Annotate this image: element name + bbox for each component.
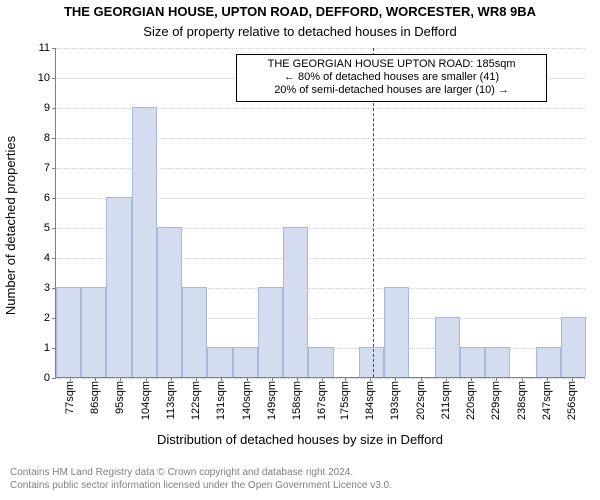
x-tick-label: 184sqm — [364, 381, 376, 420]
x-tick-label: 202sqm — [415, 381, 427, 420]
y-tick-label: 11 — [39, 42, 56, 54]
x-tick-label: 256sqm — [566, 381, 578, 420]
x-tick-label: 229sqm — [490, 381, 502, 420]
footer-line-1: Contains HM Land Registry data © Crown c… — [10, 466, 392, 479]
x-tick-label: 158sqm — [291, 381, 303, 420]
histogram-bar — [106, 197, 131, 377]
histogram-bar — [536, 347, 561, 377]
histogram-bar — [81, 287, 106, 377]
y-tick-label: 4 — [44, 252, 56, 264]
chart-subtitle: Size of property relative to detached ho… — [0, 24, 600, 39]
y-tick-label: 7 — [44, 162, 56, 174]
gridline — [56, 48, 585, 49]
histogram-bar — [157, 227, 182, 377]
y-tick-label: 8 — [44, 132, 56, 144]
x-tick-label: 104sqm — [140, 381, 152, 420]
gridline — [56, 378, 585, 379]
x-tick-label: 77sqm — [64, 381, 76, 414]
x-axis-label: Distribution of detached houses by size … — [0, 432, 600, 447]
x-tick-label: 193sqm — [389, 381, 401, 420]
x-tick-label: 131sqm — [215, 381, 227, 420]
chart-container: THE GEORGIAN HOUSE, UPTON ROAD, DEFFORD,… — [0, 0, 600, 500]
histogram-bar — [182, 287, 207, 377]
x-tick-label: 167sqm — [316, 381, 328, 420]
histogram-bar — [359, 347, 384, 377]
y-tick-label: 5 — [44, 222, 56, 234]
x-tick-label: 247sqm — [541, 381, 553, 420]
x-tick-label: 140sqm — [241, 381, 253, 420]
histogram-bar — [56, 287, 81, 377]
histogram-bar — [308, 347, 333, 377]
x-tick-label: 149sqm — [266, 381, 278, 420]
histogram-bar — [283, 227, 308, 377]
y-tick-label: 0 — [44, 372, 56, 384]
y-tick-label: 1 — [44, 342, 56, 354]
chart-title: THE GEORGIAN HOUSE, UPTON ROAD, DEFFORD,… — [0, 4, 600, 19]
x-tick-label: 220sqm — [465, 381, 477, 420]
y-tick-label: 2 — [44, 312, 56, 324]
x-tick-label: 113sqm — [165, 381, 177, 419]
histogram-bar — [485, 347, 510, 377]
footer-line-2: Contains public sector information licen… — [10, 479, 392, 492]
plot-area: 0123456789101177sqm86sqm95sqm104sqm113sq… — [55, 48, 585, 378]
x-tick-label: 122sqm — [190, 381, 202, 420]
y-axis-label: Number of detached properties — [2, 0, 20, 450]
histogram-bar — [207, 347, 232, 377]
histogram-bar — [233, 347, 258, 377]
footer-attribution: Contains HM Land Registry data © Crown c… — [10, 466, 392, 492]
histogram-bar — [258, 287, 283, 377]
x-tick-label: 86sqm — [89, 381, 101, 414]
x-tick-label: 238sqm — [516, 381, 528, 420]
histogram-bar — [460, 347, 485, 377]
histogram-bar — [435, 317, 460, 377]
y-tick-label: 9 — [44, 102, 56, 114]
x-tick-label: 175sqm — [339, 381, 351, 420]
annotation-line: THE GEORGIAN HOUSE UPTON ROAD: 185sqm — [243, 58, 540, 71]
annotation-box: THE GEORGIAN HOUSE UPTON ROAD: 185sqm← 8… — [236, 54, 547, 102]
y-tick-label: 3 — [44, 282, 56, 294]
y-tick-label: 10 — [38, 72, 56, 84]
histogram-bar — [561, 317, 586, 377]
y-tick-label: 6 — [44, 192, 56, 204]
annotation-line: ← 80% of detached houses are smaller (41… — [243, 71, 540, 84]
histogram-bar — [132, 107, 157, 377]
annotation-line: 20% of semi-detached houses are larger (… — [243, 84, 540, 97]
x-tick-label: 95sqm — [114, 381, 126, 414]
histogram-bar — [384, 287, 409, 377]
x-tick-label: 211sqm — [440, 381, 452, 419]
